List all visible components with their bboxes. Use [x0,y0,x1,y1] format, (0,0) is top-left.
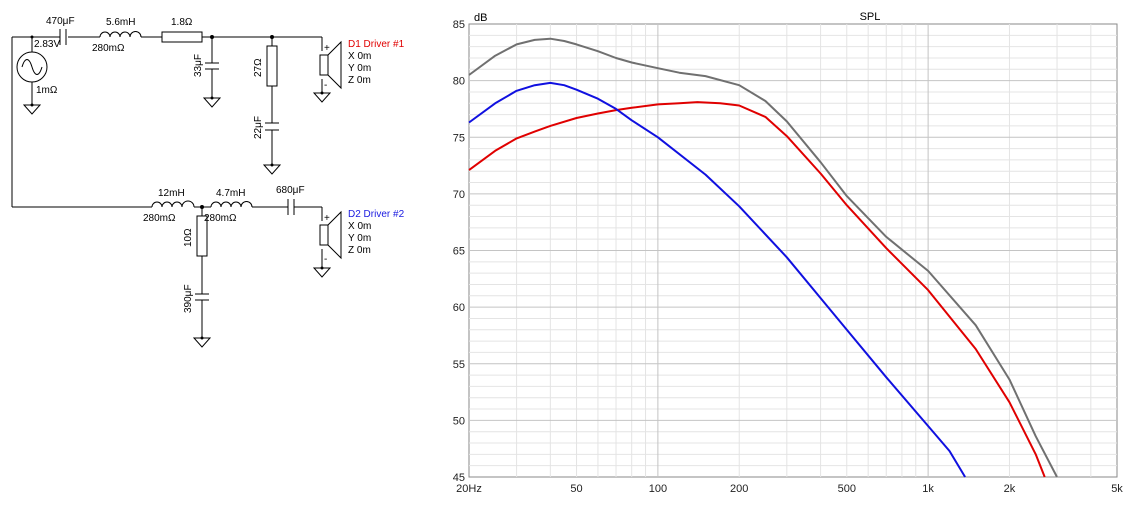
inductor-4-7mh-resistance-label: 280mΩ [204,213,237,224]
cap-680uf-label: 680μF [276,185,305,196]
driver2-z: Z 0m [348,245,371,256]
driver1-y: Y 0m [348,63,371,74]
ground-icon [202,97,222,108]
driver2-plus: + [324,213,330,224]
y-tick-label: 80 [453,76,465,88]
source-resistance-label: 1mΩ [36,85,58,96]
speaker-icon [319,210,342,260]
voltage-source [16,51,48,83]
driver2-name[interactable]: D2 Driver #2 [348,209,405,220]
x-tick-label: 500 [838,483,856,495]
x-tick-label: 50 [570,483,582,495]
ground-icon [192,337,212,348]
resistor-1-8ohm [161,31,203,43]
series-line-1 [468,37,1058,478]
driver2-y: Y 0m [348,233,371,244]
inductor-4-7mh [210,201,253,208]
cap-22uf-label: 22μF [253,116,264,139]
series-line-3 [468,81,966,478]
driver2-x: X 0m [348,221,371,232]
y-axis-unit-label: dB [474,12,487,24]
inductor-5-6mh-label: 5.6mH [106,17,135,28]
speaker-icon [319,40,342,90]
y-tick-label: 65 [453,246,465,258]
driver1-name[interactable]: D1 Driver #1 [348,39,405,50]
y-tick-label: 75 [453,132,465,144]
ground-icon [262,164,282,175]
driver1-minus: - [324,80,327,91]
x-tick-label: 1k [922,483,934,495]
y-tick-label: 70 [453,189,465,201]
resistor-1-8ohm-label: 1.8Ω [171,17,193,28]
series-line-2 [468,101,1046,478]
inductor-5-6mh-resistance-label: 280mΩ [92,43,125,54]
cap-390uf-label: 390μF [183,284,194,313]
y-tick-label: 45 [453,472,465,484]
ground-icon [22,104,42,115]
x-tick-label: 200 [730,483,748,495]
resistor-10ohm [196,215,208,257]
inductor-4-7mh-label: 4.7mH [216,188,245,199]
cap-33uf-label: 33μF [193,54,204,77]
inductor-12mh [151,200,195,208]
ground-icon [312,267,332,278]
y-tick-label: 55 [453,359,465,371]
y-tick-label: 50 [453,415,465,427]
driver1-plus: + [324,43,330,54]
inductor-12mh-label: 12mH [158,188,185,199]
x-tick-label: 2k [1004,483,1016,495]
resistor-10ohm-label: 10Ω [183,228,194,247]
x-tick-label: 5k [1111,483,1123,495]
ground-icon [312,92,332,103]
driver1-x: X 0m [348,51,371,62]
crossover-schematic: 2.83V 1mΩ 470μF 5.6mH 280mΩ 1.8Ω 33μF 27… [11,16,405,348]
y-tick-label: 85 [453,19,465,31]
driver1-z: Z 0m [348,75,371,86]
inductor-5-6mh [99,31,142,38]
inductor-12mh-resistance-label: 280mΩ [143,213,176,224]
resistor-27ohm-label: 27Ω [253,58,264,77]
x-tick-label: 20Hz [456,483,482,495]
spl-chart[interactable]: 20Hz 50 100 200 500 1k 2k 5k858075706560555045 … [440,0,1140,510]
y-tick-label: 60 [453,302,465,314]
x-tick-label: 100 [649,483,667,495]
resistor-27ohm [266,45,278,87]
driver2-minus: - [324,254,327,265]
cap-470uf-label: 470μF [46,16,75,27]
source-voltage-label: 2.83V [34,39,60,50]
chart-title: SPL [860,11,881,23]
